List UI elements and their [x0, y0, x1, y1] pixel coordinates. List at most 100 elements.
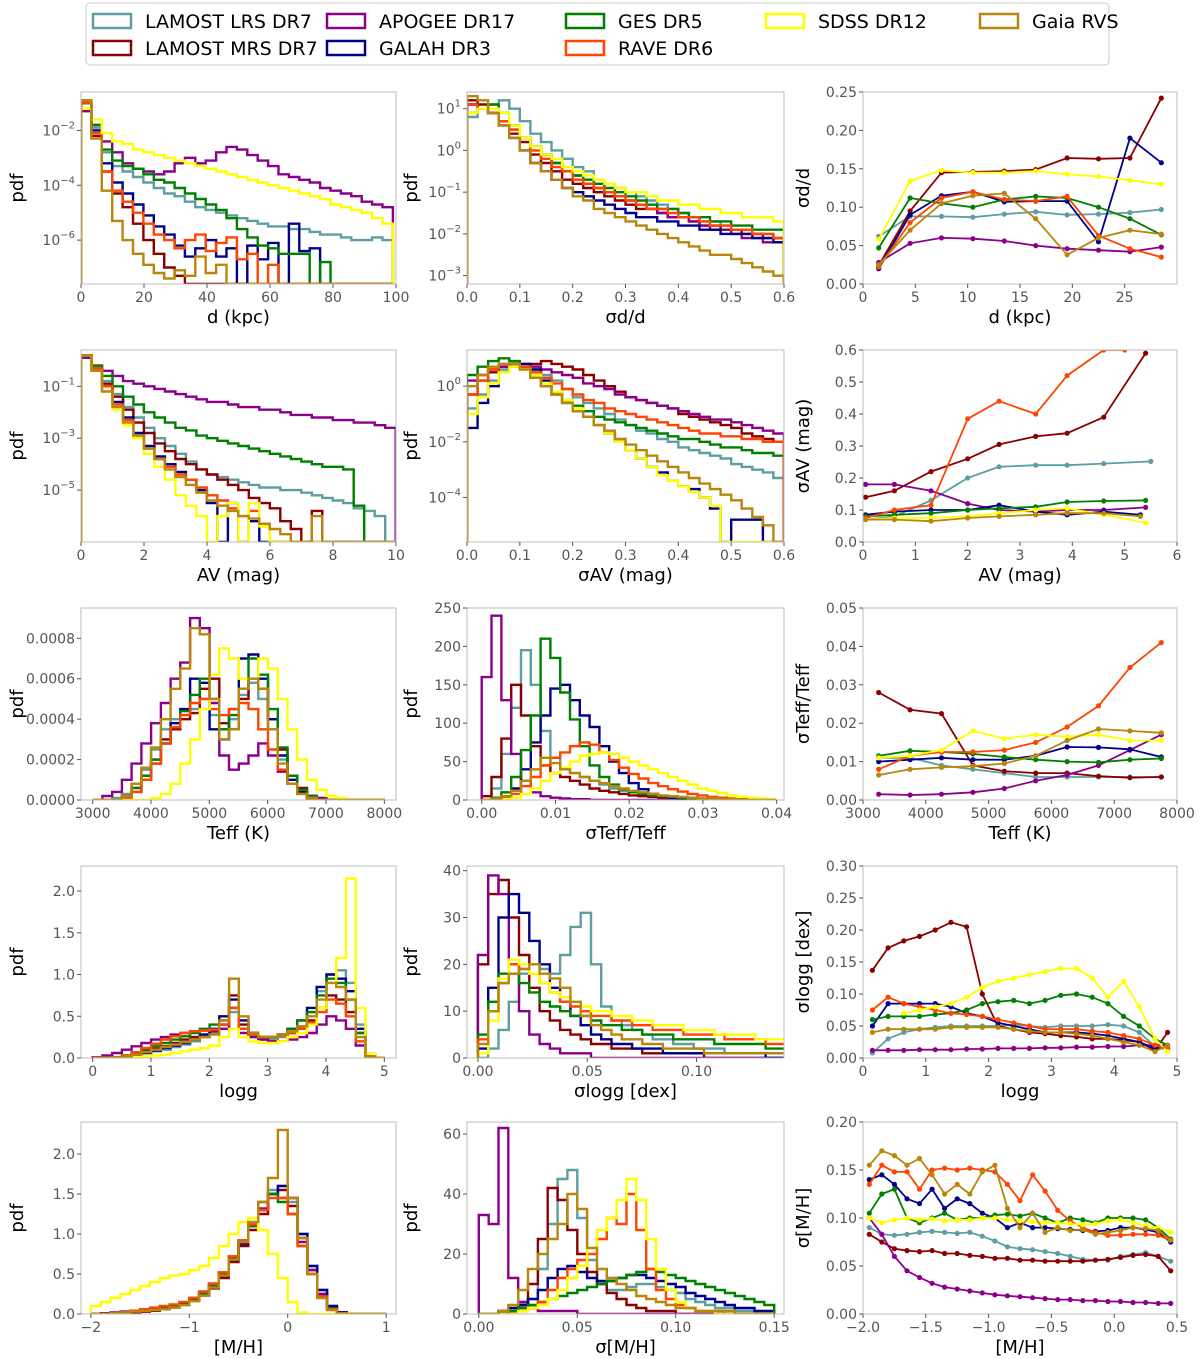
tick-label: 25 — [1116, 290, 1134, 306]
series-ges-dr5-point — [1143, 497, 1149, 503]
series-sdss-dr12-point — [876, 755, 882, 761]
series-lamost-mrs-dr7-line — [877, 97, 1163, 267]
series-gaia-rvs-point — [942, 1191, 948, 1197]
series-sdss-dr12-point — [1143, 520, 1149, 526]
tick-label: 0.0 — [1103, 1320, 1125, 1336]
series-sdss-dr12-point — [1130, 1220, 1136, 1226]
series-apogee-dr17-point — [904, 1268, 910, 1274]
series-sdss-dr12-point — [1033, 507, 1039, 513]
tick-label: 1 — [382, 1320, 391, 1336]
series-ges-dr5-point — [916, 1013, 923, 1020]
tick-label: 10 — [443, 1004, 461, 1020]
legend-swatch — [91, 39, 133, 57]
tick-label: 0.0 — [835, 535, 857, 551]
series-lamost-mrs-dr7-point — [866, 1231, 872, 1237]
series-sdss-dr12-point — [1158, 181, 1164, 187]
series-gaia-rvs-point — [863, 517, 869, 523]
series-sdss-dr12-point — [901, 1010, 907, 1016]
legend-swatch — [91, 12, 133, 30]
legend-swatch — [564, 12, 606, 30]
series-galah-dr3-point — [1004, 1225, 1011, 1231]
series-rave-dr6-point — [1001, 196, 1007, 203]
series-sdss-dr12-point — [1073, 965, 1080, 972]
panel-p42: 0.00 0.05 0.10 0 10 20 30 40 σlogg [dex] pdf — [401, 864, 785, 1102]
series-apogee-dr17-point — [964, 1046, 970, 1052]
plot-area — [92, 616, 385, 800]
series-lamost-mrs-dr7-point — [1017, 1257, 1023, 1263]
tick-label: 4 — [1068, 548, 1077, 564]
tick-label: 1.5 — [53, 1187, 75, 1203]
series-galah-dr3-point — [1095, 744, 1102, 751]
series-apogee-dr17-point — [1033, 778, 1039, 784]
series-apogee-dr17-point — [938, 791, 945, 797]
series-sdss-dr12-point — [1168, 1229, 1174, 1235]
series-lamost-lrs-dr7-point — [1095, 211, 1102, 217]
series-gaia-rvs-point — [938, 764, 945, 771]
series-ges-dr5-point — [928, 510, 934, 516]
series-apogee-dr17-step — [81, 110, 395, 284]
tick-label: 40 — [198, 290, 216, 306]
legend-item-lamost-lrs-dr7: LAMOST LRS DR7 — [91, 11, 312, 33]
series-gaia-rvs-point — [1026, 1028, 1032, 1034]
series-apogee-dr17-line — [872, 1044, 1168, 1052]
tick-label: 4 — [322, 1064, 331, 1080]
series-galah-dr3-line — [868, 1173, 1172, 1243]
series-galah-dr3-point — [970, 757, 976, 763]
series-lamost-mrs-dr7-point — [916, 1249, 923, 1255]
tick-label: 60 — [443, 1127, 461, 1143]
tick-label: 0.6 — [773, 548, 795, 564]
series-ges-dr5-point — [996, 505, 1002, 511]
series-lamost-mrs-dr7-point — [1168, 1268, 1174, 1274]
series-rave-dr6-point — [1033, 411, 1039, 417]
x-axis-label: σlogg [dex] — [574, 1081, 677, 1102]
legend-swatch — [325, 12, 367, 30]
series-sdss-dr12-point — [1095, 732, 1102, 738]
series-ges-dr5-point — [907, 195, 913, 201]
series-ges-dr5-point — [1158, 755, 1164, 762]
series-lamost-lrs-dr7-point — [1067, 1253, 1073, 1259]
series-sdss-dr12-point — [954, 1217, 960, 1223]
series-rave-dr6-point — [965, 416, 971, 422]
series-gaia-rvs-point — [1073, 1031, 1080, 1037]
series-apogee-dr17-point — [1092, 1298, 1098, 1304]
tick-label: 0.30 — [826, 859, 857, 875]
tick-label: 0.1 — [509, 548, 531, 564]
series-lamost-lrs-dr7-point — [942, 1229, 948, 1235]
tick-label: 0.00 — [826, 793, 857, 809]
series-sdss-dr12-step — [81, 107, 395, 284]
series-lamost-lrs-dr7-step — [477, 911, 784, 1058]
series-ges-dr5-point — [964, 1007, 970, 1013]
series-gaia-rvs-point — [1127, 728, 1133, 734]
tick-label: 3 — [1016, 548, 1025, 564]
series-ges-dr5-point — [1064, 759, 1070, 765]
series-sdss-dr12-point — [1017, 1218, 1023, 1224]
series-apogee-dr17-point — [1130, 1299, 1136, 1306]
tick-label: 5 — [911, 290, 920, 306]
tick-label: 0.04 — [761, 806, 792, 822]
series-gaia-rvs-point — [1152, 1049, 1158, 1055]
series-lamost-lrs-dr7-point — [1004, 1244, 1011, 1250]
series-gaia-rvs-point — [992, 1162, 998, 1168]
series-lamost-mrs-dr7-point — [876, 689, 882, 696]
series-gaia-rvs-point — [1136, 1042, 1142, 1048]
tick-label: 10−2 — [428, 432, 461, 451]
series-sdss-dr12-step — [89, 1216, 387, 1314]
tick-label: 7000 — [308, 806, 344, 822]
series-ges-dr5-point — [965, 507, 971, 513]
series-gaia-rvs-point — [970, 193, 976, 199]
tick-label: 0.00 — [826, 1051, 857, 1067]
series-lamost-lrs-dr7-point — [885, 1036, 891, 1042]
tick-label: 3000 — [75, 806, 111, 822]
series-lamost-lrs-dr7-point — [979, 1233, 985, 1239]
series-lamost-lrs-dr7-point — [1001, 211, 1007, 217]
tick-label: 0 — [452, 1307, 461, 1323]
series-apogee-dr17-point — [1026, 1045, 1032, 1051]
series-sdss-dr12-step — [476, 958, 784, 1058]
series-ges-dr5-point — [869, 1017, 876, 1023]
series-rave-dr6-point — [964, 1011, 970, 1018]
series-lamost-lrs-dr7-point — [1033, 462, 1039, 468]
series-ges-dr5-point — [1130, 1215, 1136, 1221]
tick-label: 5 — [1173, 1064, 1182, 1080]
series-lamost-mrs-dr7-point — [929, 1248, 935, 1254]
series-apogee-dr17-step — [476, 874, 784, 1058]
